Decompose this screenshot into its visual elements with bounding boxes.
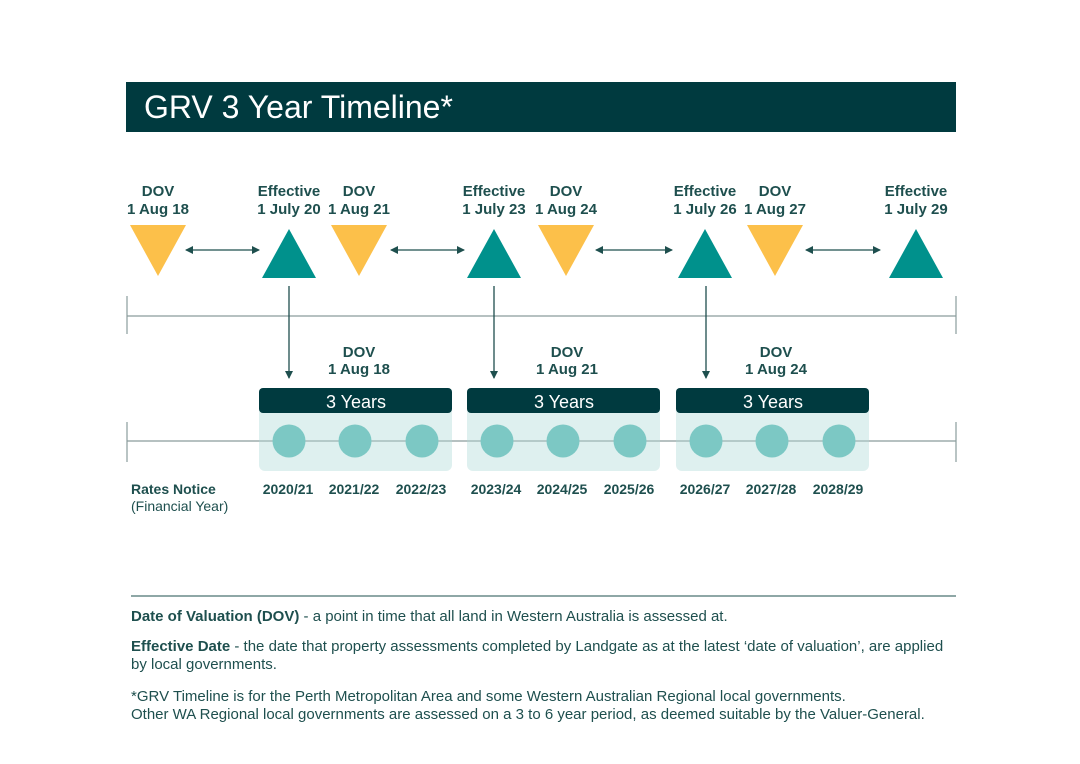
period-dov-line2: 1 Aug 24 — [745, 361, 808, 378]
rates-year-circle — [480, 424, 514, 458]
marker-label-line1: Effective — [258, 183, 321, 200]
period-label: 3 Years — [743, 392, 803, 412]
period-dov-line1: DOV — [760, 344, 793, 361]
dov-text: - a point in time that all land in Weste… — [299, 608, 728, 625]
footnote-line-2: Other WA Regional local governments are … — [131, 706, 925, 723]
period-label: 3 Years — [326, 392, 386, 412]
marker-label-line1: DOV — [142, 183, 175, 200]
period-label-bar — [259, 388, 452, 413]
financial-year-label: 2028/29 — [813, 481, 864, 497]
marker-label-line1: Effective — [674, 183, 737, 200]
period-label-bar — [467, 388, 660, 413]
marker-label-line1: DOV — [550, 183, 583, 200]
effective-definition: Effective Date - the date that property … — [131, 638, 961, 674]
marker-label-line2: 1 July 20 — [257, 201, 320, 218]
financial-year-label: 2026/27 — [680, 481, 731, 497]
financial-year-label: 2022/23 — [396, 481, 447, 497]
rates-year-circle — [272, 424, 306, 458]
rates-year-circle — [613, 424, 647, 458]
financial-year-label: 2025/26 — [604, 481, 655, 497]
period-label: 3 Years — [534, 392, 594, 412]
dov-triangle-marker — [538, 225, 594, 276]
marker-label-line2: 1 Aug 24 — [535, 201, 598, 218]
title-banner: GRV 3 Year Timeline* — [126, 82, 956, 132]
effective-triangle-marker — [678, 229, 732, 278]
effective-triangle-marker — [262, 229, 316, 278]
marker-label-line2: 1 Aug 18 — [127, 201, 189, 218]
rates-year-circle — [546, 424, 580, 458]
rates-notice-sublabel: (Financial Year) — [131, 498, 228, 514]
financial-year-label: 2024/25 — [537, 481, 588, 497]
financial-year-label: 2027/28 — [746, 481, 797, 497]
dov-triangle-marker — [331, 225, 387, 276]
effective-triangle-marker — [467, 229, 521, 278]
page-title: GRV 3 Year Timeline* — [144, 89, 453, 125]
financial-year-label: 2023/24 — [471, 481, 522, 497]
effective-text: - the date that property assessments com… — [131, 638, 944, 673]
marker-label-line1: DOV — [759, 183, 792, 200]
rates-year-circle — [822, 424, 856, 458]
marker-label-line1: Effective — [463, 183, 526, 200]
rates-year-circle — [689, 424, 723, 458]
marker-label-line2: 1 July 26 — [673, 201, 736, 218]
financial-year-label: 2021/22 — [329, 481, 380, 497]
effective-triangle-marker — [889, 229, 943, 278]
effective-term: Effective Date — [131, 638, 231, 655]
marker-label-line2: 1 Aug 27 — [744, 201, 806, 218]
rates-year-circle — [405, 424, 439, 458]
marker-label-line2: 1 July 23 — [462, 201, 525, 218]
marker-label-line1: DOV — [343, 183, 376, 200]
financial-year-label: 2020/21 — [263, 481, 314, 497]
footnote-line-1: *GRV Timeline is for the Perth Metropoli… — [131, 688, 846, 705]
dov-definition: Date of Valuation (DOV) - a point in tim… — [131, 608, 961, 626]
definitions: Date of Valuation (DOV) - a point in tim… — [131, 608, 961, 736]
period-dov-line1: DOV — [343, 344, 376, 361]
marker-label-line1: Effective — [885, 183, 948, 200]
period-dov-line1: DOV — [551, 344, 584, 361]
dov-term: Date of Valuation (DOV) — [131, 608, 300, 625]
rates-year-circle — [755, 424, 789, 458]
period-dov-line2: 1 Aug 18 — [328, 361, 390, 378]
rates-year-circle — [338, 424, 372, 458]
marker-label-line2: 1 July 29 — [884, 201, 947, 218]
dov-triangle-marker — [747, 225, 803, 276]
period-label-bar — [676, 388, 869, 413]
marker-label-line2: 1 Aug 21 — [328, 201, 390, 218]
footnote: *GRV Timeline is for the Perth Metropoli… — [131, 688, 961, 724]
period-dov-line2: 1 Aug 21 — [536, 361, 598, 378]
rates-notice-label: Rates Notice — [131, 481, 216, 497]
dov-triangle-marker — [130, 225, 186, 276]
